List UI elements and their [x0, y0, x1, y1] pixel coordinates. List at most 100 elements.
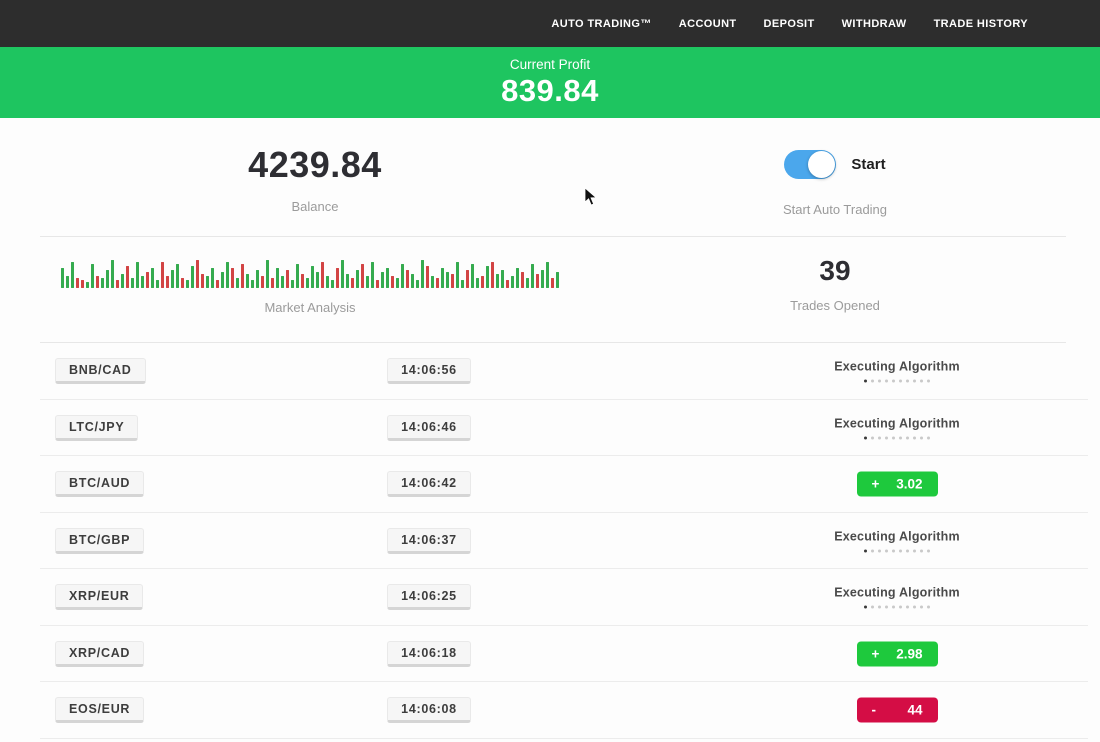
market-bar — [76, 278, 79, 288]
market-bar — [446, 272, 449, 288]
market-bar — [346, 274, 349, 288]
market-bar — [516, 268, 519, 288]
nav-item-deposit[interactable]: DEPOSIT — [763, 17, 815, 30]
progress-dot-icon — [885, 379, 888, 383]
market-bar — [431, 276, 434, 288]
market-bar — [86, 282, 89, 288]
market-bar — [66, 276, 69, 288]
progress-dots — [797, 549, 997, 553]
market-bar — [116, 280, 119, 288]
market-bar — [501, 270, 504, 288]
status-executing: Executing Algorithm — [797, 416, 997, 440]
toggle-knob-icon — [808, 151, 836, 178]
market-bar — [211, 268, 214, 288]
market-bar — [406, 270, 409, 288]
progress-dot-icon — [878, 436, 881, 440]
market-bar — [216, 280, 219, 288]
market-bar — [271, 278, 274, 288]
market-bar — [326, 276, 329, 288]
progress-dot-icon — [906, 436, 909, 440]
market-bar — [376, 280, 379, 288]
progress-dot-icon — [871, 549, 874, 553]
market-bar — [71, 262, 74, 288]
nav-item-withdraw[interactable]: WITHDRAW — [841, 17, 907, 30]
market-bar — [291, 280, 294, 288]
market-bar — [441, 268, 444, 288]
market-bar — [171, 270, 174, 288]
market-bar — [351, 278, 354, 288]
executing-label: Executing Algorithm — [834, 529, 960, 544]
market-bar — [536, 274, 539, 288]
market-bar — [256, 270, 259, 288]
market-bar — [96, 276, 99, 288]
pair-pill: EOS/EUR — [55, 697, 145, 724]
status-cell: Executing Algorithm — [797, 586, 997, 609]
progress-dot-icon — [913, 549, 916, 553]
time-pill: 14:06:42 — [387, 471, 471, 498]
pair-pill: BTC/GBP — [55, 527, 145, 554]
status-executing: Executing Algorithm — [797, 529, 997, 553]
auto-trading-toggle[interactable] — [784, 150, 837, 179]
progress-dot-icon — [864, 605, 867, 609]
progress-dot-icon — [920, 549, 923, 553]
progress-dots — [797, 379, 997, 383]
nav-item-account[interactable]: ACCOUNT — [678, 17, 737, 30]
market-bar — [286, 270, 289, 288]
market-bar — [341, 260, 344, 288]
progress-dot-icon — [913, 436, 916, 440]
badge-amount: 2.98 — [896, 646, 923, 662]
market-bar — [551, 278, 554, 288]
market-bar — [331, 280, 334, 288]
market-bar — [301, 274, 304, 288]
market-bar — [456, 262, 459, 288]
badge-sign: + — [871, 476, 880, 492]
progress-dot-icon — [899, 549, 902, 553]
time-pill: 14:06:46 — [387, 414, 471, 441]
market-bar — [476, 278, 479, 288]
progress-dot-icon — [864, 549, 867, 553]
pair-pill: XRP/CAD — [55, 640, 145, 667]
progress-dot-icon — [899, 436, 902, 440]
market-bar — [296, 264, 299, 288]
market-bar — [151, 268, 154, 288]
progress-dot-icon — [871, 605, 874, 609]
market-bars-chart — [40, 254, 580, 288]
nav-item-auto-trading[interactable]: AUTO TRADING™ — [551, 17, 652, 30]
progress-dot-icon — [920, 436, 923, 440]
market-bar — [176, 264, 179, 288]
progress-dot-icon — [899, 379, 902, 383]
table-row: EOS/EUR 14:06:08 - 44 — [0, 682, 1100, 739]
market-bar — [411, 274, 414, 288]
progress-dot-icon — [878, 549, 881, 553]
market-bar — [91, 264, 94, 288]
progress-dot-icon — [920, 605, 923, 609]
market-bar — [191, 266, 194, 288]
time-pill: 14:06:18 — [387, 640, 471, 667]
market-bar — [261, 276, 264, 288]
market-bar — [336, 268, 339, 288]
auto-trading-label: Start Auto Trading — [782, 202, 888, 217]
market-bar — [316, 272, 319, 288]
progress-dot-icon — [899, 605, 902, 609]
auto-trading-block: Start Start Auto Trading — [735, 118, 935, 217]
market-bar — [146, 272, 149, 288]
market-bar — [246, 274, 249, 288]
table-row: LTC/JPY 14:06:46 Executing Algorithm — [0, 400, 1100, 457]
progress-dot-icon — [906, 549, 909, 553]
progress-dot-icon — [864, 436, 867, 440]
progress-dot-icon — [906, 379, 909, 383]
market-bar — [206, 276, 209, 288]
trades-table: BNB/CAD 14:06:56 Executing Algorithm LTC… — [0, 343, 1100, 739]
nav-item-trade-history[interactable]: TRADE HISTORY — [933, 17, 1028, 30]
market-bar — [281, 276, 284, 288]
market-bar — [201, 274, 204, 288]
status-cell: Executing Algorithm — [797, 529, 997, 553]
current-profit-value: 839.84 — [501, 72, 599, 108]
current-profit-label: Current Profit — [509, 56, 591, 72]
market-bar — [451, 274, 454, 288]
status-cell: Executing Algorithm — [797, 360, 997, 383]
progress-dot-icon — [913, 605, 916, 609]
market-bar — [471, 264, 474, 288]
top-navbar: AUTO TRADING™ ACCOUNT DEPOSIT WITHDRAW T… — [0, 0, 1100, 47]
executing-label: Executing Algorithm — [834, 416, 960, 431]
